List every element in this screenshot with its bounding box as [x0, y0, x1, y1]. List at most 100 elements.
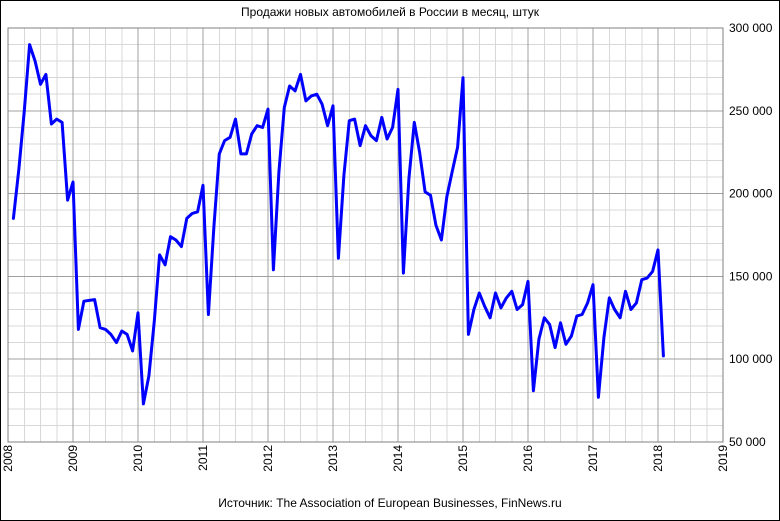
data-point [310, 95, 312, 97]
data-point [576, 315, 578, 317]
data-point [158, 254, 160, 256]
data-point [34, 60, 36, 62]
data-point [343, 174, 345, 176]
data-point [538, 338, 540, 340]
data-point [39, 83, 41, 85]
data-point [213, 226, 215, 228]
data-point [353, 118, 355, 120]
x-tick-label: 2016 [521, 445, 535, 472]
data-point [554, 346, 556, 348]
data-point [288, 85, 290, 87]
data-point [462, 77, 464, 79]
data-point [467, 333, 469, 335]
data-point [12, 217, 14, 219]
data-point [500, 307, 502, 309]
data-point [619, 317, 621, 319]
data-point [202, 184, 204, 186]
data-point [321, 103, 323, 105]
data-point [305, 100, 307, 102]
x-tick-label: 2014 [391, 445, 405, 472]
data-point [299, 73, 301, 75]
y-tick-label: 100 000 [729, 352, 773, 366]
data-point [23, 110, 25, 112]
data-point [597, 396, 599, 398]
y-tick-label: 300 000 [729, 21, 773, 35]
data-point [234, 118, 236, 120]
data-point [511, 290, 513, 292]
data-point [613, 308, 615, 310]
x-tick-label: 2008 [1, 445, 15, 472]
data-point [446, 196, 448, 198]
data-point [283, 106, 285, 108]
data-point [126, 333, 128, 335]
chart-source: Источник: The Association of European Bu… [218, 496, 562, 510]
data-point [348, 120, 350, 122]
y-tick-label: 150 000 [729, 269, 773, 283]
data-point [413, 121, 415, 123]
y-tick-label: 200 000 [729, 187, 773, 201]
data-point [651, 270, 653, 272]
data-point [402, 272, 404, 274]
data-point [381, 116, 383, 118]
data-point [56, 118, 58, 120]
data-point [489, 317, 491, 319]
data-point [635, 302, 637, 304]
data-point [505, 297, 507, 299]
data-point [223, 139, 225, 141]
data-point [77, 328, 79, 330]
x-tick-label: 2010 [131, 445, 145, 472]
data-point [364, 125, 366, 127]
data-point [581, 313, 583, 315]
data-point [473, 308, 475, 310]
data-point [121, 330, 123, 332]
data-point [391, 126, 393, 128]
data-point [164, 264, 166, 266]
data-point [186, 217, 188, 219]
data-point [548, 323, 550, 325]
data-point [207, 313, 209, 315]
data-point [630, 308, 632, 310]
x-tick-label: 2019 [716, 445, 730, 472]
x-tick-label: 2011 [196, 445, 210, 471]
data-point [451, 171, 453, 173]
data-point [662, 355, 664, 357]
sales-series-line [11, 43, 665, 406]
data-point [565, 343, 567, 345]
data-point [440, 239, 442, 241]
data-point [543, 317, 545, 319]
data-point [657, 249, 659, 251]
data-point [256, 125, 258, 127]
data-point [50, 123, 52, 125]
data-point [370, 134, 372, 136]
data-point [429, 194, 431, 196]
data-point [153, 320, 155, 322]
data-point [624, 290, 626, 292]
y-tick-label: 50 000 [729, 435, 766, 449]
chart-title: Продажи новых автомобилей в России в мес… [241, 5, 539, 19]
data-point [93, 298, 95, 300]
data-point [104, 328, 106, 330]
data-point [180, 245, 182, 247]
data-point [131, 350, 133, 352]
data-point [603, 337, 605, 339]
data-point [169, 236, 171, 238]
x-tick-label: 2018 [651, 445, 665, 472]
data-point [316, 93, 318, 95]
data-point [272, 269, 274, 271]
data-point [137, 312, 139, 314]
data-point [592, 284, 594, 286]
data-point [397, 88, 399, 90]
data-point [494, 292, 496, 294]
plot-border [7, 27, 724, 443]
data-point [218, 153, 220, 155]
data-point [326, 125, 328, 127]
data-point [483, 305, 485, 307]
data-point [570, 335, 572, 337]
data-point [424, 191, 426, 193]
data-point [99, 327, 101, 329]
data-point [45, 73, 47, 75]
grid [7, 27, 724, 443]
x-tick-label: 2009 [66, 445, 80, 472]
data-point [521, 303, 523, 305]
